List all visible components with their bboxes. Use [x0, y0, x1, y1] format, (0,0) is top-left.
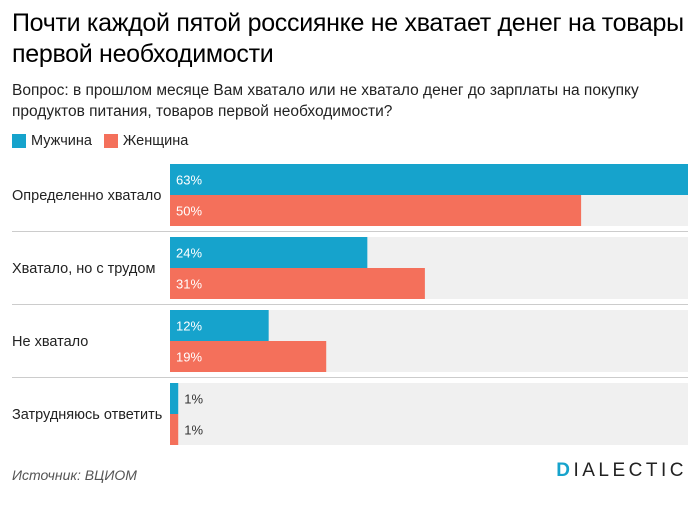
data-label: 24%	[176, 246, 202, 261]
legend-item-female: Женщина	[103, 133, 189, 149]
category-label: Не хватало	[12, 334, 88, 350]
chart-subtitle: Вопрос: в прошлом месяце Вам хватало или…	[12, 82, 639, 120]
bar-track	[170, 383, 688, 445]
bar	[170, 341, 327, 372]
category-label: Хватало, но с трудом	[12, 261, 155, 277]
legend-item-male: Мужчина	[12, 133, 92, 149]
legend-swatch-male	[12, 134, 26, 148]
data-label: 63%	[176, 173, 202, 188]
bar	[170, 164, 688, 195]
bar	[170, 310, 269, 341]
bar	[170, 237, 368, 268]
data-label: 50%	[176, 204, 202, 219]
bar	[170, 268, 425, 299]
bar	[170, 383, 179, 414]
legend-label-male: Мужчина	[31, 133, 92, 149]
category-label: Определенно хватало	[12, 188, 161, 204]
data-label: 1%	[184, 392, 203, 407]
data-label: 31%	[176, 277, 202, 292]
brand-logo: D IALECTIC	[556, 460, 687, 482]
data-label: 12%	[176, 319, 202, 334]
data-label: 1%	[184, 423, 203, 438]
bar	[170, 195, 582, 226]
category-label: Затрудняюсь ответить	[12, 407, 162, 423]
chart-legend: Мужчина Женщина	[12, 133, 200, 149]
chart-title: Почти каждой пятой россиянке не хватает …	[12, 9, 684, 68]
data-label: 19%	[176, 350, 202, 365]
legend-label-female: Женщина	[122, 133, 189, 149]
brand-logo-initial: D	[556, 460, 574, 481]
source-note: Источник: ВЦИОМ	[12, 467, 137, 483]
brand-logo-rest: IALECTIC	[573, 460, 687, 481]
bar	[170, 414, 179, 445]
legend-swatch-female	[103, 134, 118, 148]
